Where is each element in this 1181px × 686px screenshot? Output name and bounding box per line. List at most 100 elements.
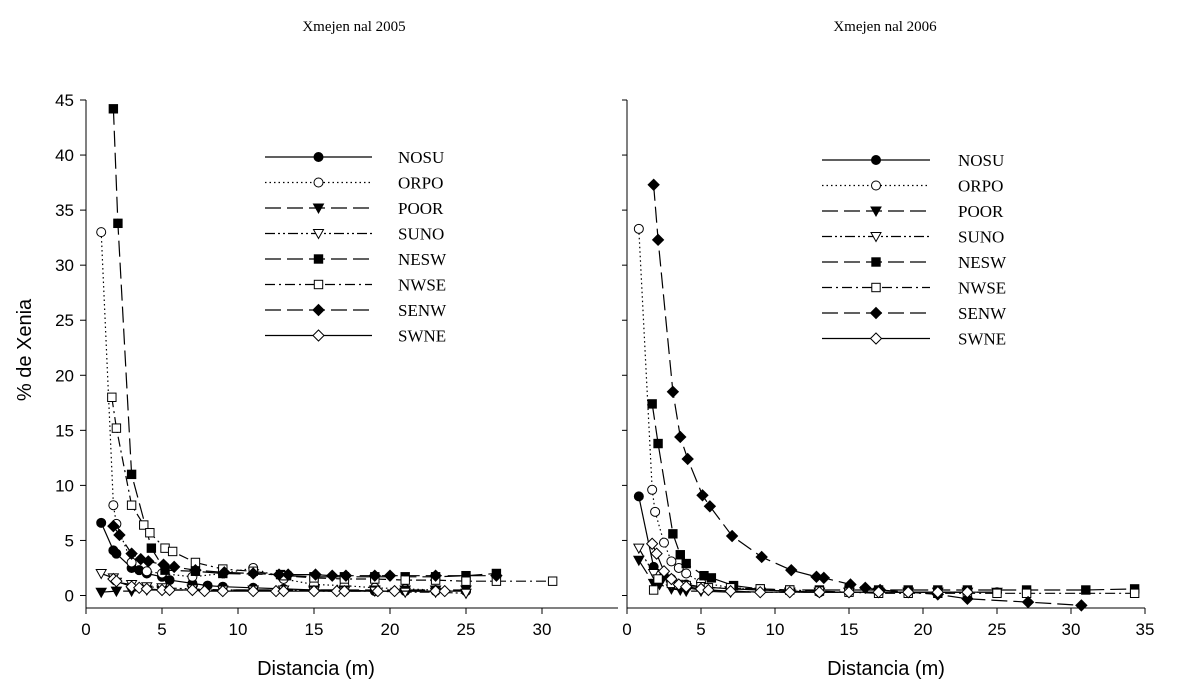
data-point bbox=[95, 568, 108, 580]
y-tick-label: 25 bbox=[55, 311, 74, 330]
series-orpo bbox=[633, 223, 973, 598]
x-tick-label: 5 bbox=[696, 620, 705, 639]
right-chart-plot: 0 5 10 15 20 25 30 35 NOSU ORPO POOR SUNO NESW NWSE SE… bbox=[622, 99, 1154, 639]
legend-label: NESW bbox=[958, 253, 1007, 272]
left-x-axis-label: Distancia (m) bbox=[257, 658, 375, 680]
data-point bbox=[632, 555, 645, 567]
data-point bbox=[126, 469, 137, 480]
legend-entry: POOR bbox=[822, 202, 1004, 221]
data-point bbox=[139, 520, 149, 530]
data-point bbox=[338, 584, 351, 598]
data-point bbox=[429, 584, 442, 598]
data-point bbox=[125, 580, 138, 593]
data-point bbox=[272, 568, 286, 581]
series-swne bbox=[107, 572, 451, 598]
x-tick-label: 0 bbox=[81, 620, 90, 639]
legend-entry: POOR bbox=[265, 199, 444, 218]
data-point bbox=[696, 489, 709, 502]
data-point bbox=[189, 563, 202, 577]
data-point bbox=[992, 588, 1002, 598]
legend-entry: SUNO bbox=[822, 228, 1004, 247]
legend-marker bbox=[313, 254, 324, 264]
data-point bbox=[164, 575, 175, 586]
data-point bbox=[163, 583, 176, 597]
data-point bbox=[702, 583, 715, 597]
data-point bbox=[125, 547, 138, 560]
data-point bbox=[901, 585, 915, 599]
legend-entry: NESW bbox=[265, 250, 447, 269]
data-point bbox=[755, 550, 768, 564]
data-point bbox=[186, 583, 199, 597]
data-point bbox=[1021, 588, 1032, 598]
y-tick-label: 20 bbox=[55, 366, 74, 385]
x-tick-label: 20 bbox=[381, 620, 400, 639]
data-point bbox=[632, 543, 645, 555]
data-point bbox=[113, 218, 123, 229]
data-point bbox=[96, 517, 107, 528]
legend-marker bbox=[313, 152, 324, 162]
legend-entry: ORPO bbox=[265, 174, 443, 193]
data-point bbox=[647, 399, 657, 409]
data-point bbox=[145, 528, 155, 538]
x-tick-label: 15 bbox=[840, 620, 859, 639]
data-point bbox=[645, 537, 659, 550]
data-point bbox=[1081, 585, 1091, 595]
data-point bbox=[1075, 599, 1088, 612]
data-point bbox=[309, 568, 322, 581]
series-senw bbox=[107, 519, 503, 582]
x-tick-label: 25 bbox=[457, 620, 476, 639]
series-swne bbox=[645, 537, 974, 599]
data-point bbox=[665, 572, 678, 586]
y-tick-label: 10 bbox=[55, 476, 74, 495]
legend-marker bbox=[870, 232, 882, 243]
data-point bbox=[429, 569, 442, 582]
data-point bbox=[111, 548, 122, 559]
series-nwse bbox=[648, 574, 1140, 598]
data-point bbox=[383, 569, 397, 582]
legend-entry: SENW bbox=[822, 304, 1007, 323]
legend-marker bbox=[869, 306, 883, 320]
x-tick-label: 30 bbox=[1062, 620, 1081, 639]
data-point bbox=[95, 587, 108, 599]
data-point bbox=[659, 537, 669, 548]
data-point bbox=[438, 584, 451, 598]
data-point bbox=[666, 556, 677, 567]
legend-label: ORPO bbox=[398, 174, 443, 193]
data-point bbox=[810, 570, 823, 583]
legend-label: NWSE bbox=[398, 276, 446, 295]
legend-marker bbox=[312, 303, 325, 317]
data-point bbox=[961, 585, 974, 599]
data-point bbox=[326, 569, 339, 582]
data-point bbox=[132, 581, 146, 594]
data-point bbox=[668, 529, 678, 539]
data-point bbox=[650, 506, 661, 517]
data-point bbox=[157, 558, 170, 571]
series-nesw bbox=[647, 399, 1140, 595]
legend-label: SENW bbox=[958, 304, 1007, 323]
x-tick-label: 10 bbox=[229, 620, 248, 639]
data-point bbox=[126, 500, 137, 510]
series-senw bbox=[647, 178, 1088, 612]
data-point bbox=[785, 563, 798, 577]
data-point bbox=[108, 500, 119, 511]
data-point bbox=[679, 580, 693, 593]
legend-entry: SUNO bbox=[265, 225, 444, 244]
left-chart-title: Xmejen nal 2005 bbox=[302, 19, 405, 35]
data-point bbox=[388, 584, 401, 598]
legend-label: SENW bbox=[398, 301, 447, 320]
legend-label: NESW bbox=[398, 250, 447, 269]
data-point bbox=[653, 574, 663, 584]
legend-label: ORPO bbox=[958, 177, 1003, 196]
data-point bbox=[666, 385, 680, 399]
data-point bbox=[111, 423, 122, 433]
data-point bbox=[246, 567, 260, 580]
data-point bbox=[872, 585, 885, 599]
legend-entry: SWNE bbox=[822, 330, 1006, 349]
data-point bbox=[277, 584, 290, 598]
legend-marker bbox=[312, 329, 325, 342]
legend-marker bbox=[869, 332, 883, 345]
data-point bbox=[547, 576, 558, 586]
legend-marker bbox=[871, 257, 881, 267]
data-point bbox=[490, 569, 503, 582]
